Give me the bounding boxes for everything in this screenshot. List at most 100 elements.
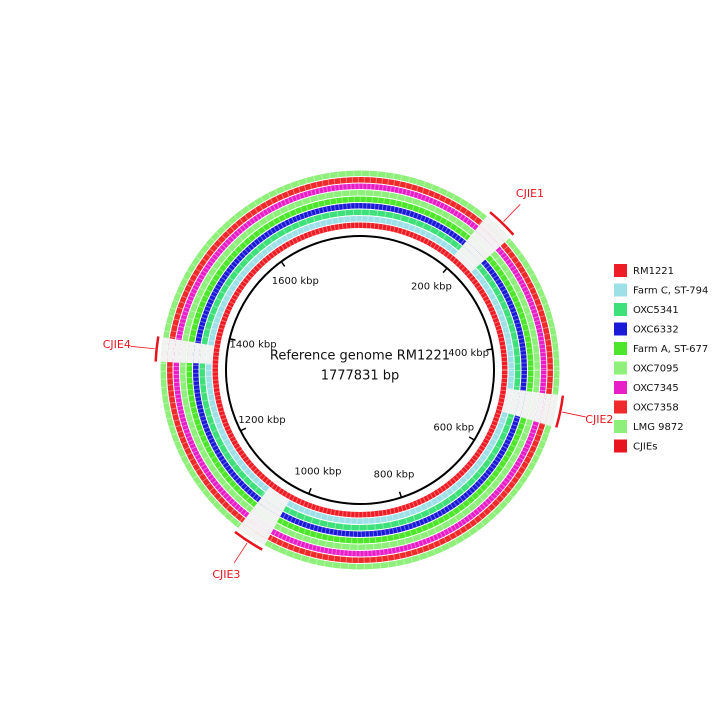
region-leader [130,345,155,350]
tick-mark [240,427,247,432]
legend-swatch [614,322,627,336]
tick-mark [468,436,475,441]
ring-gap [186,341,195,364]
ring-texture [173,183,547,557]
ring-gap [479,221,505,247]
ring-gap [261,492,286,511]
legend-label: Farm C, ST-794 [633,286,708,297]
region-leader [562,411,586,418]
legend-swatch [614,400,627,414]
ring-gap [458,246,481,268]
ring-gap [242,518,271,540]
tick-mark [308,487,312,495]
region-label: CJIE1 [516,187,544,200]
legend-label: OXC6332 [633,325,679,336]
genome-ring [212,222,508,518]
ring-texture [212,222,508,518]
tick-label: 200 kbp [411,281,452,292]
legend-swatch [614,420,627,433]
ring-gap [521,391,533,419]
region-arc [555,395,565,428]
tick-mark [229,338,236,341]
ring-gap [514,390,526,417]
legend-swatch [614,264,627,277]
legend-swatch [614,439,627,453]
ring-gap [180,340,188,363]
region-label: CJIE2 [585,413,613,426]
tick-mark [280,261,286,267]
legend-label: Farm A, ST-677 [633,344,708,355]
ring-gap [249,508,277,529]
ring-gap [245,513,274,534]
legend-label: LMG 9872 [633,422,684,433]
genome-ring [173,183,547,557]
ring-gap [257,497,283,517]
genome-ring [160,170,560,570]
ring-gap [238,523,268,546]
tick-label: 400 kbp [448,348,489,359]
legend-label: RM1221 [633,266,674,277]
region-arc [154,336,160,362]
ring-gap [199,343,208,364]
region-label: CJIE3 [212,568,240,581]
tick-label: 1600 kbp [272,276,319,287]
center-subtitle: 1777831 bp [321,369,400,384]
ring-gap [454,251,476,272]
ring-texture [167,177,553,563]
genome-ring [206,216,514,524]
ring-gap [253,502,280,523]
ring-gap [483,216,510,242]
ring-gap [160,337,169,363]
tick-label: 1200 kbp [238,415,285,426]
ring-gap [527,391,539,421]
ring-gap [508,389,520,416]
ring-texture [160,170,560,570]
legend-swatch [614,283,627,297]
legend-label: OXC7358 [633,403,679,414]
region-leader [503,204,521,222]
ring-gap [546,394,558,427]
ring-gap [533,392,546,423]
tick-label: 600 kbp [433,422,474,433]
ring-gap [167,338,176,363]
genome-ring [199,209,521,531]
ring-gap [466,236,491,259]
ring-gap [539,393,552,425]
ring-gap [193,342,201,364]
ring-texture [206,216,514,524]
legend-label: OXC7095 [633,364,679,375]
center-title: Reference genome RM1221 [270,349,450,364]
ring-gap [475,226,500,251]
ring-texture [193,203,527,537]
legend-label: CJIEs [633,442,657,453]
tick-label: 1400 kbp [229,339,276,350]
legend-swatch [614,303,627,316]
region-label: CJIE4 [103,338,131,351]
backbone [225,235,495,505]
genome-ring [180,190,540,550]
ring-gap [470,231,496,255]
genome-ring [186,196,534,544]
region-arc [489,211,515,236]
ring-texture [186,196,534,544]
legend-label: OXC5341 [633,305,679,316]
ring-gap [502,388,513,414]
ring-texture [180,190,540,550]
ring-gap [265,487,290,506]
region-arc [234,530,263,551]
legend-swatch [614,361,627,375]
legend-swatch [614,342,627,355]
genome-ring [193,203,527,537]
ring-texture [199,209,521,531]
tick-mark [486,348,493,351]
ring-gap [462,241,486,264]
tick-label: 1000 kbp [294,467,341,478]
legend-label: OXC7345 [633,383,679,394]
ring-gap [173,339,182,363]
tick-label: 800 kbp [374,470,415,481]
region-leader [233,542,248,564]
tick-mark [398,491,403,498]
ring-gap [206,344,214,364]
tick-mark [442,267,448,274]
